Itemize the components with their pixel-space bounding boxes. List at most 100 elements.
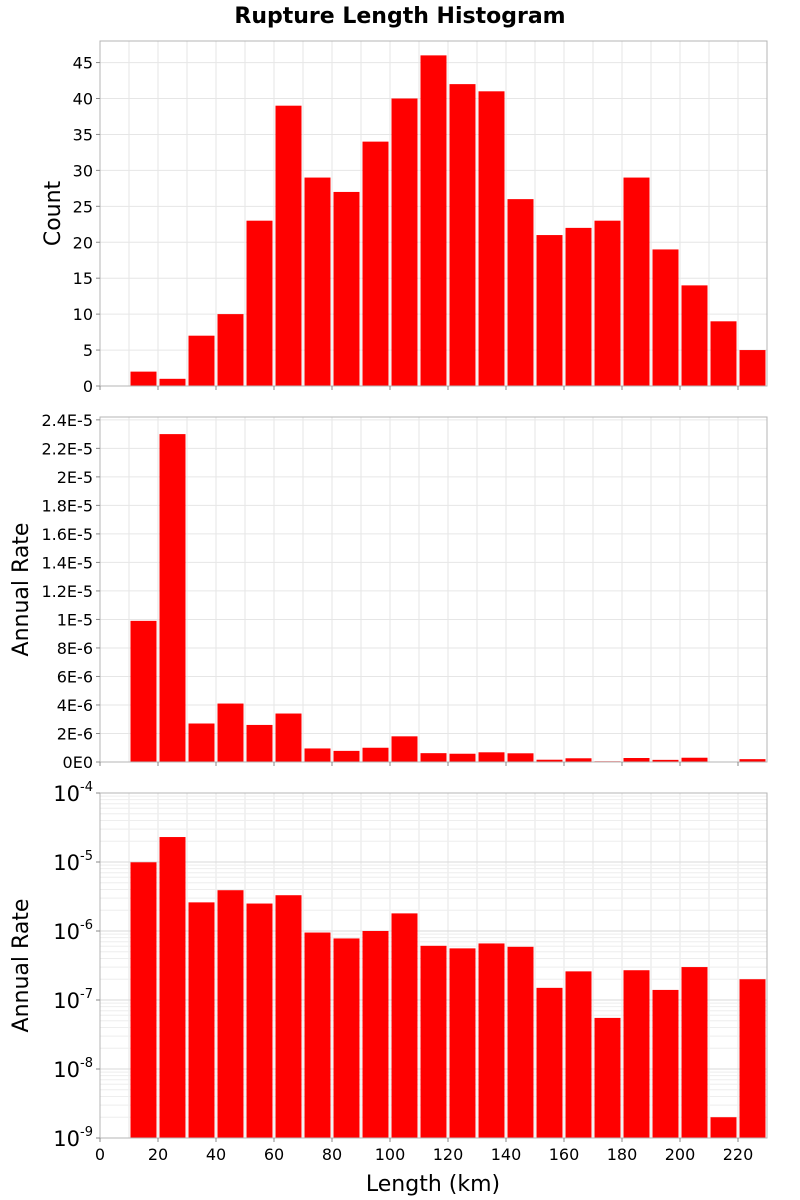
histogram-bar bbox=[391, 913, 418, 1138]
histogram-bar bbox=[681, 757, 708, 762]
histogram-bar bbox=[159, 434, 186, 762]
histogram-bar bbox=[420, 55, 447, 386]
histogram-bar bbox=[565, 227, 592, 386]
histogram-bar bbox=[130, 620, 157, 762]
y-axis-title: Count bbox=[41, 180, 66, 246]
histogram-bar bbox=[188, 723, 215, 762]
x-tick-label: 0 bbox=[95, 1145, 105, 1164]
chart-panels: 0 5 10 15 20 25 30 35 40 45 Count 0E0 2E-6 4E-6 6E-6 8E… bbox=[9, 40, 768, 1164]
histogram-bar bbox=[710, 1117, 737, 1138]
chart-title: Rupture Length Histogram bbox=[234, 4, 565, 29]
y-tick-label: 10-4 bbox=[53, 780, 93, 806]
y-tick-label: 2.4E-5 bbox=[41, 411, 93, 430]
y-axis-title: Annual Rate bbox=[9, 899, 34, 1033]
y-tick-label: 20 bbox=[73, 233, 93, 252]
y-tick-label: 10 bbox=[73, 305, 93, 324]
plot-area bbox=[100, 417, 767, 762]
histogram-bar bbox=[623, 970, 650, 1138]
panel-3: 10-9 10-8 10-7 10-6 10-5 10-4 Annual Rate bbox=[9, 780, 768, 1151]
histogram-bar bbox=[246, 903, 273, 1138]
y-tick-label: 4E-6 bbox=[57, 696, 93, 715]
panel-2: 0E0 2E-6 4E-6 6E-6 8E-6 1E-5 1.2E-5 1.4E-5 1.6E-… bbox=[9, 411, 768, 772]
plot-frame bbox=[99, 792, 768, 1139]
y-tick-label: 15 bbox=[73, 269, 93, 288]
y-tick-label: 5 bbox=[83, 341, 93, 360]
y-tick-label: 10-9 bbox=[53, 1125, 93, 1151]
histogram-bar bbox=[159, 378, 186, 386]
y-tick-label: 30 bbox=[73, 161, 93, 180]
histogram-bar bbox=[652, 249, 679, 386]
histogram-bar bbox=[159, 837, 186, 1138]
histogram-bar bbox=[275, 895, 302, 1138]
histogram-bar bbox=[217, 314, 244, 386]
histogram-bar bbox=[333, 750, 360, 762]
y-tick-label: 25 bbox=[73, 197, 93, 216]
histogram-bar bbox=[449, 753, 476, 762]
histogram-bar bbox=[594, 220, 621, 386]
histogram-bar bbox=[391, 736, 418, 762]
histogram-bar bbox=[420, 945, 447, 1138]
histogram-bar bbox=[536, 987, 563, 1138]
histogram-bar bbox=[681, 967, 708, 1138]
y-tick-label: 8E-6 bbox=[57, 639, 93, 658]
y-tick-label: 2.2E-5 bbox=[41, 439, 93, 458]
histogram-bar bbox=[536, 759, 563, 762]
x-tick-label: 160 bbox=[549, 1145, 580, 1164]
y-tick-label: 1.8E-5 bbox=[41, 496, 93, 515]
histogram-bar bbox=[478, 943, 505, 1138]
y-tick-label: 10-8 bbox=[53, 1056, 93, 1082]
y-tick-label: 10-5 bbox=[53, 849, 93, 875]
histogram-bar bbox=[623, 758, 650, 762]
histogram-bar bbox=[246, 220, 273, 386]
y-tick-label: 0 bbox=[83, 377, 93, 396]
histogram-bar bbox=[188, 902, 215, 1138]
y-tick-label: 6E-6 bbox=[57, 667, 93, 686]
histogram-bar bbox=[188, 335, 215, 386]
histogram-bar bbox=[362, 141, 389, 386]
histogram-bar bbox=[652, 989, 679, 1138]
plot-frame bbox=[99, 416, 768, 763]
y-tick-label: 10-7 bbox=[53, 987, 93, 1013]
histogram-bar bbox=[565, 758, 592, 762]
histogram-bar bbox=[565, 971, 592, 1138]
histogram-bar bbox=[246, 724, 273, 762]
histogram-bar bbox=[304, 748, 331, 762]
x-tick-label: 20 bbox=[148, 1145, 168, 1164]
x-tick-label: 120 bbox=[433, 1145, 464, 1164]
histogram-bar bbox=[536, 235, 563, 386]
y-tick-label: 45 bbox=[73, 54, 93, 73]
histogram-bar bbox=[449, 948, 476, 1138]
histogram-bar bbox=[507, 946, 534, 1138]
histogram-bar bbox=[710, 321, 737, 386]
histogram-bar bbox=[478, 91, 505, 386]
histogram-bar bbox=[478, 752, 505, 762]
y-tick-label: 1.2E-5 bbox=[41, 582, 93, 601]
histogram-bar bbox=[739, 350, 766, 386]
x-tick-label: 60 bbox=[264, 1145, 284, 1164]
histogram-bar bbox=[652, 759, 679, 762]
x-tick-label: 180 bbox=[607, 1145, 638, 1164]
histogram-bar bbox=[391, 98, 418, 386]
y-tick-label: 1E-5 bbox=[57, 610, 93, 629]
x-tick-label: 100 bbox=[375, 1145, 406, 1164]
histogram-bar bbox=[420, 753, 447, 762]
y-tick-label: 2E-5 bbox=[57, 468, 93, 487]
y-tick-label: 0E0 bbox=[63, 753, 93, 772]
histogram-bar bbox=[130, 862, 157, 1138]
histogram-bar bbox=[681, 285, 708, 386]
y-tick-label: 2E-6 bbox=[57, 724, 93, 743]
histogram-bar bbox=[130, 371, 157, 386]
panel-1: 0 5 10 15 20 25 30 35 40 45 Count bbox=[41, 40, 768, 396]
histogram-bar bbox=[217, 890, 244, 1138]
histogram-bar bbox=[275, 713, 302, 762]
histogram-bar bbox=[362, 747, 389, 762]
plot-frame bbox=[99, 40, 768, 387]
histogram-bar bbox=[333, 191, 360, 386]
x-axis-title: Length (km) bbox=[366, 1172, 500, 1197]
x-tick-label: 200 bbox=[665, 1145, 696, 1164]
histogram-bar bbox=[739, 759, 766, 762]
histogram-bar bbox=[362, 931, 389, 1138]
y-tick-label: 1.6E-5 bbox=[41, 525, 93, 544]
